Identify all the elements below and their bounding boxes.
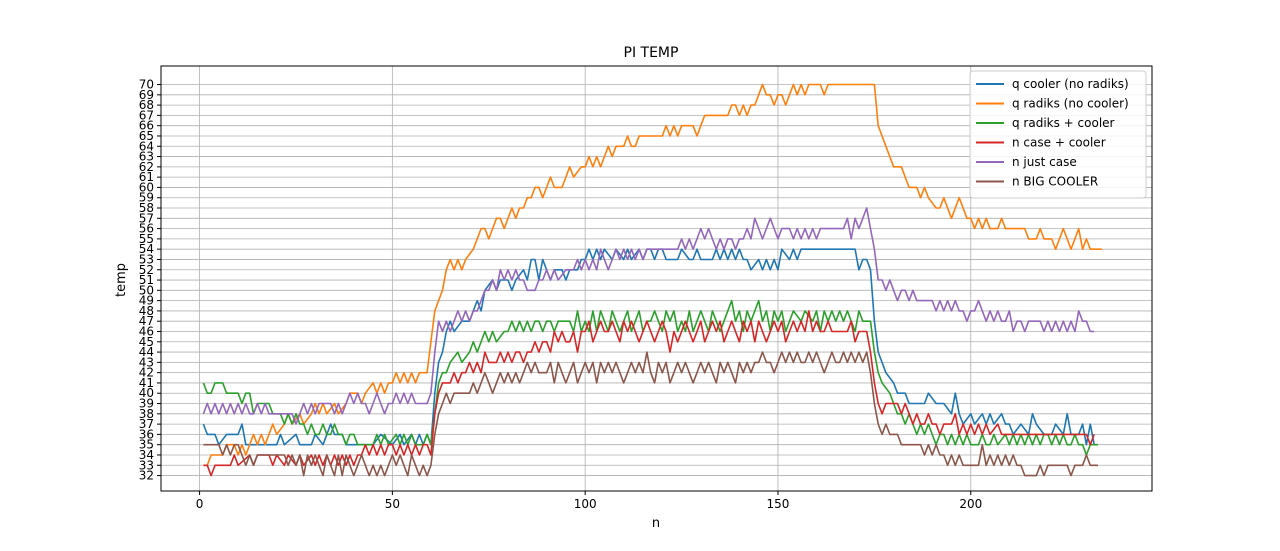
y-tick-label: 61 (139, 170, 154, 184)
legend-label: n BIG COOLER (1012, 175, 1098, 189)
y-tick-label: 44 (139, 345, 154, 359)
y-tick-label: 32 (139, 469, 154, 483)
x-tick-label: 0 (196, 497, 204, 511)
y-tick-label: 54 (139, 242, 154, 256)
y-axis-label: temp (114, 263, 129, 297)
y-tick-label: 57 (139, 211, 154, 225)
y-tick-label: 64 (139, 139, 154, 153)
y-tick-label: 66 (139, 119, 154, 133)
y-tick-label: 69 (139, 88, 154, 102)
series-line-3 (202, 299, 1098, 456)
y-tick-label: 43 (139, 355, 154, 369)
y-tick-label: 40 (139, 386, 154, 400)
y-tick-label: 33 (139, 458, 154, 472)
y-tick-label: 51 (139, 273, 154, 287)
series-line-5 (202, 207, 1095, 425)
y-tick-label: 36 (139, 427, 154, 441)
legend-label: q cooler (no radiks) (1012, 77, 1129, 91)
legend-label: n just case (1012, 155, 1077, 169)
series-layer (202, 83, 1102, 477)
legend-label: q radiks + cooler (1012, 116, 1115, 130)
series-line-4 (203, 310, 1095, 477)
y-tick-label: 52 (139, 263, 154, 277)
legend-label: n case + cooler (1012, 136, 1106, 150)
y-tick-label: 55 (139, 232, 154, 246)
y-tick-label: 59 (139, 191, 154, 205)
y-tick-label: 39 (139, 397, 154, 411)
y-tick-label: 67 (139, 108, 154, 122)
y-tick-label: 45 (139, 335, 154, 349)
y-tick-label: 53 (139, 252, 154, 266)
y-tick-label: 38 (139, 407, 154, 421)
y-tick-label: 62 (139, 160, 154, 174)
plot-frame (160, 65, 1153, 492)
y-tick-label: 50 (139, 283, 154, 297)
y-tick-label: 65 (139, 129, 154, 143)
chart-legend: q cooler (no radiks) q radiks (no cooler)… (969, 70, 1147, 199)
y-tick-label: 37 (139, 417, 154, 431)
y-tick-label: 70 (139, 78, 154, 92)
y-tick-label: 63 (139, 150, 154, 164)
series-line-6 (203, 351, 1098, 477)
chart-title: PI TEMP (624, 45, 679, 61)
y-tick-label: 41 (139, 376, 154, 390)
y-tick-label: 47 (139, 314, 154, 328)
y-tick-label: 34 (139, 448, 154, 462)
y-tick-label: 56 (139, 222, 154, 236)
y-tick-label: 68 (139, 98, 154, 112)
y-tick-label: 35 (139, 438, 154, 452)
y-tick-label: 42 (139, 366, 154, 380)
y-tick-label: 58 (139, 201, 154, 215)
y-tick-label: 49 (139, 294, 154, 308)
tick-layer: 0 50 100 150 200 3233343536373839404142434445… (139, 78, 983, 511)
y-tick-label: 46 (139, 324, 154, 338)
y-tick-label: 60 (139, 180, 154, 194)
x-tick-label: 100 (574, 497, 597, 511)
legend-frame (969, 70, 1147, 199)
x-tick-label: 200 (959, 497, 982, 511)
x-axis-label: n (652, 516, 660, 531)
x-tick-label: 50 (385, 497, 400, 511)
y-tick-label: 48 (139, 304, 154, 318)
x-tick-label: 150 (767, 497, 790, 511)
series-line-2 (203, 83, 1102, 467)
legend-label: q radiks (no cooler) (1012, 97, 1129, 111)
